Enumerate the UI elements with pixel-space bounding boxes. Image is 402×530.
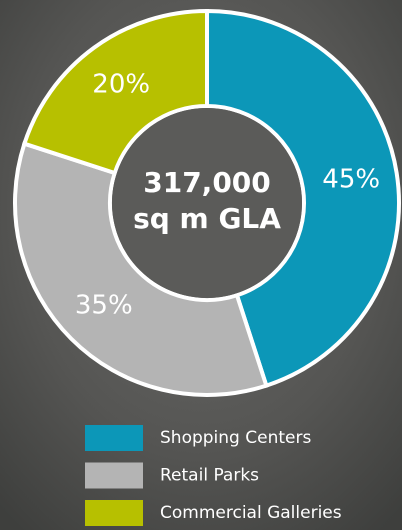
legend-label: Retail Parks [160, 466, 259, 486]
donut-slice [13, 141, 269, 397]
value-label: 35% [75, 291, 133, 321]
donut-slice [205, 8, 401, 389]
legend-swatch [85, 425, 143, 451]
center-line-2: sq m GLA [133, 202, 281, 235]
donut-slice [21, 8, 209, 176]
center-line-1: 317,000 [143, 166, 271, 199]
donut-hole [112, 108, 302, 298]
value-label: 45% [322, 165, 380, 195]
value-label: 20% [92, 69, 150, 99]
legend-label: Commercial Galleries [160, 503, 342, 523]
legend-swatch [85, 462, 143, 489]
legend-label: Shopping Centers [160, 428, 311, 448]
legend-swatch [85, 500, 143, 526]
